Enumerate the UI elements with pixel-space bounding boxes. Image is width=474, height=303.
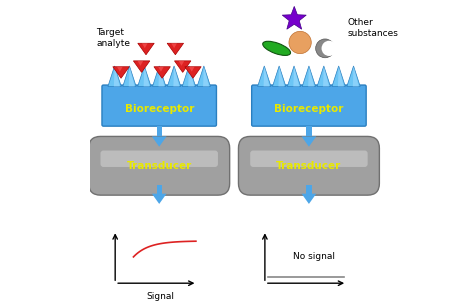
Polygon shape: [264, 66, 270, 87]
Polygon shape: [144, 66, 149, 87]
Polygon shape: [114, 66, 120, 87]
Polygon shape: [301, 136, 316, 147]
Polygon shape: [347, 66, 360, 87]
Text: No signal: No signal: [293, 252, 335, 261]
Polygon shape: [171, 43, 177, 48]
Bar: [156, 126, 162, 136]
Polygon shape: [152, 194, 166, 204]
Circle shape: [289, 31, 311, 54]
Text: Transducer: Transducer: [276, 161, 342, 171]
Polygon shape: [185, 67, 201, 78]
Polygon shape: [108, 66, 121, 87]
Polygon shape: [293, 66, 299, 87]
Polygon shape: [188, 66, 194, 87]
Polygon shape: [137, 61, 143, 66]
Polygon shape: [154, 67, 170, 78]
Polygon shape: [257, 66, 271, 87]
Polygon shape: [179, 61, 184, 66]
Text: Transducer: Transducer: [127, 161, 192, 171]
Polygon shape: [133, 61, 150, 72]
Polygon shape: [117, 67, 123, 72]
Polygon shape: [129, 66, 135, 87]
Polygon shape: [138, 43, 154, 55]
FancyBboxPatch shape: [252, 85, 366, 126]
Ellipse shape: [263, 41, 291, 55]
Polygon shape: [174, 61, 191, 72]
Text: Bioreceptor: Bioreceptor: [125, 104, 194, 114]
Polygon shape: [173, 66, 179, 87]
Polygon shape: [153, 66, 166, 87]
FancyBboxPatch shape: [102, 85, 217, 126]
Polygon shape: [167, 43, 183, 55]
Polygon shape: [308, 66, 314, 87]
Polygon shape: [158, 67, 164, 72]
Polygon shape: [197, 66, 210, 87]
Polygon shape: [142, 43, 147, 48]
Circle shape: [316, 39, 335, 58]
Polygon shape: [189, 67, 195, 72]
Polygon shape: [158, 66, 164, 87]
Text: Other
substances: Other substances: [347, 18, 398, 38]
FancyBboxPatch shape: [100, 151, 218, 167]
Bar: [156, 185, 162, 194]
Polygon shape: [332, 66, 346, 87]
Circle shape: [321, 41, 337, 56]
Text: Signal: Signal: [146, 292, 174, 301]
Polygon shape: [273, 66, 286, 87]
FancyBboxPatch shape: [89, 136, 230, 195]
Polygon shape: [353, 66, 359, 87]
Polygon shape: [317, 66, 330, 87]
Polygon shape: [182, 66, 196, 87]
Polygon shape: [203, 66, 209, 87]
Polygon shape: [301, 194, 316, 204]
Polygon shape: [113, 67, 129, 78]
Text: Bioreceptor: Bioreceptor: [274, 104, 344, 114]
Polygon shape: [152, 136, 166, 147]
Polygon shape: [302, 66, 316, 87]
Polygon shape: [123, 66, 136, 87]
Bar: [306, 126, 311, 136]
Text: Target
analyte: Target analyte: [96, 28, 130, 48]
FancyBboxPatch shape: [250, 151, 368, 167]
Polygon shape: [338, 66, 344, 87]
Polygon shape: [278, 66, 284, 87]
Polygon shape: [167, 66, 181, 87]
FancyBboxPatch shape: [238, 136, 379, 195]
Polygon shape: [137, 66, 151, 87]
Polygon shape: [282, 6, 306, 29]
Polygon shape: [287, 66, 301, 87]
Polygon shape: [323, 66, 329, 87]
Bar: [306, 185, 311, 194]
